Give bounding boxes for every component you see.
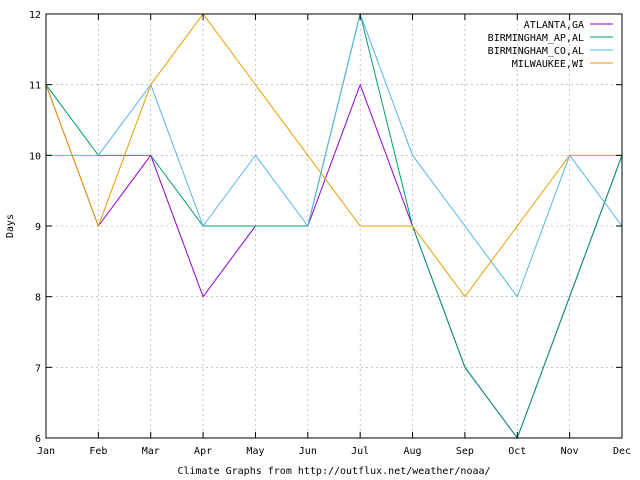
legend-label: BIRMINGHAM_AP,AL: [488, 33, 584, 44]
legend-label: BIRMINGHAM_CO,AL: [488, 46, 584, 57]
x-tick-label: Jun: [299, 446, 317, 457]
x-tick-label: Dec: [613, 446, 631, 457]
grid: [46, 14, 622, 438]
legend-label: ATLANTA,GA: [524, 20, 584, 31]
x-tick-label: Sep: [456, 446, 474, 457]
x-tick-label: Apr: [194, 446, 212, 457]
x-tick-label: Feb: [89, 446, 107, 457]
y-tick-label: 8: [35, 293, 41, 304]
x-tick-label: Aug: [404, 446, 422, 457]
series-lines: [45, 12, 623, 440]
legend-label: MILWAUKEE,WI: [512, 59, 584, 70]
y-tick-label: 9: [35, 222, 41, 233]
x-tick-label: Mar: [142, 446, 160, 457]
y-tick-label: 10: [29, 151, 41, 162]
y-axis-label: Days: [5, 214, 16, 238]
y-tick-label: 7: [35, 363, 41, 374]
axis-ticks: 6 7 8 9 10 11 12 Jan Feb Mar Apr May Jun Jul Aug Sep Oct…: [29, 10, 631, 457]
series-line-2: [46, 12, 623, 298]
y-tick-label: 11: [29, 81, 41, 92]
series-line-3: [45, 13, 622, 298]
legend: ATLANTA,GA BIRMINGHAM_AP,AL BIRMINGHAM_CO,…: [488, 20, 613, 70]
series-line-0: [45, 83, 623, 440]
x-axis-label: Climate Graphs from http://outflux.net/w…: [177, 466, 490, 477]
x-tick-label: Nov: [561, 446, 579, 457]
y-tick-label: 12: [29, 10, 41, 21]
x-tick-label: Jul: [351, 446, 369, 457]
x-tick-label: May: [246, 446, 264, 457]
x-tick-label: Oct: [508, 446, 526, 457]
x-tick-label: Jan: [37, 446, 55, 457]
y-tick-label: 6: [35, 434, 41, 445]
